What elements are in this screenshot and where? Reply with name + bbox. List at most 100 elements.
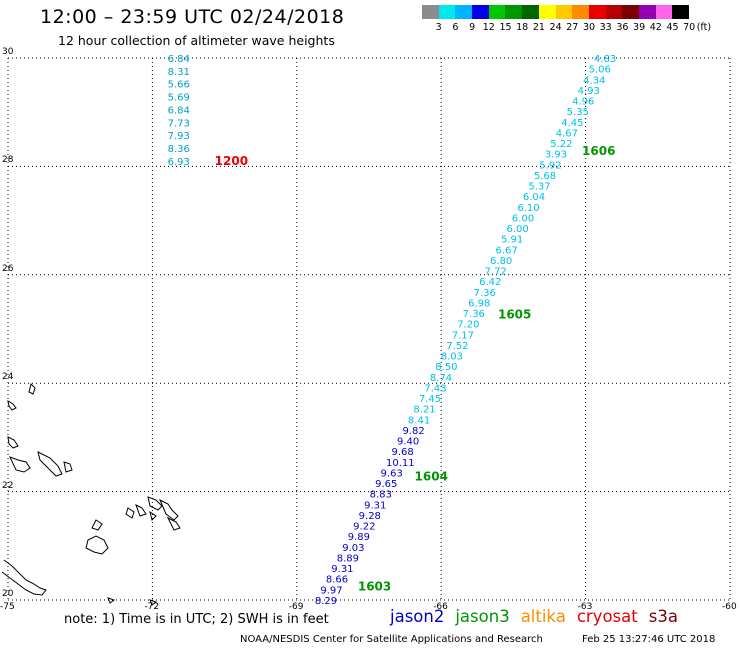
wave-height-value: 5.68: [534, 171, 556, 182]
wave-height-value: 6.00: [512, 213, 534, 224]
color-swatch: [538, 5, 556, 19]
lat-tick-label: 20: [2, 589, 14, 599]
color-scale-label: 70: [683, 22, 696, 33]
generated-timestamp: Feb 25 13:27:46 UTC 2018: [582, 634, 716, 645]
wave-height-value: 5.66: [168, 80, 190, 91]
wave-height-value: 9.68: [392, 447, 414, 458]
wave-height-value: 6.04: [523, 192, 545, 203]
wave-height-value: 9.63: [381, 468, 403, 479]
wave-height-value: 4.83: [594, 54, 616, 65]
color-scale-label: (ft): [696, 22, 712, 33]
wave-height-value: 9.31: [331, 564, 353, 575]
wave-height-value: 6.84: [168, 54, 190, 65]
lon-tick-label: -60: [722, 602, 737, 612]
satellite-jason2: jason2: [390, 607, 445, 626]
color-scale-label: 39: [633, 22, 646, 33]
wave-height-value: 5.22: [550, 139, 572, 150]
wave-height-value: 5.91: [501, 235, 523, 246]
wave-height-value: 9.28: [359, 511, 381, 522]
wave-height-value: 8.03: [441, 352, 463, 363]
wave-height-value: 7.36: [474, 288, 496, 299]
wave-height-value: 8.31: [168, 67, 190, 78]
wave-height-value: 7.72: [485, 267, 507, 278]
color-swatch: [605, 5, 623, 19]
color-swatch: [505, 5, 523, 19]
color-swatch: [522, 5, 539, 19]
wave-height-value: 6.84: [168, 105, 190, 116]
color-scale-label: 33: [599, 22, 612, 33]
wave-height-value: 9.97: [320, 585, 342, 596]
wave-height-value: 7.36: [463, 309, 485, 320]
coastline: [1, 383, 181, 606]
wave-height-value: 6.00: [506, 224, 528, 235]
wave-height-value: 6.10: [517, 203, 539, 214]
wave-height-value: 8.41: [408, 415, 430, 426]
color-swatch: [555, 5, 573, 19]
color-swatch: [488, 5, 506, 19]
wave-height-value: 4.67: [556, 128, 578, 139]
wave-height-value: 7.73: [168, 118, 190, 129]
color-scale-label: 42: [649, 22, 662, 33]
satellite-legend: jason2 jason3 altika cryosat s3a: [390, 607, 689, 626]
color-swatch: [438, 5, 456, 19]
color-swatch: [472, 5, 489, 19]
color-scale-label: 36: [616, 22, 629, 33]
wave-height-value: 4.34: [583, 75, 605, 86]
wave-height-tracks: 6.848.315.665.696.847.737.938.366.93 1200…: [168, 54, 617, 607]
lon-tick-label: -69: [288, 602, 304, 612]
lat-tick-label: 28: [2, 155, 14, 166]
color-swatch: [638, 5, 656, 19]
color-scale-label: 21: [532, 22, 545, 33]
color-scale-label: 27: [566, 22, 579, 33]
wave-height-value: 4.93: [578, 86, 600, 97]
wave-height-value: 3.93: [545, 150, 567, 161]
chart-title: 12:00 – 23:59 UTC 02/24/2018: [40, 6, 345, 28]
wave-height-value: 9.22: [353, 522, 375, 533]
wave-height-value: 9.40: [397, 437, 419, 448]
track-time-label: 1200: [215, 154, 248, 168]
wave-height-value: 6.98: [468, 298, 490, 309]
wave-height-value: 5.37: [528, 182, 550, 193]
satellite-cryosat: cryosat: [576, 607, 638, 626]
credit-text: NOAA/NESDIS Center for Satellite Applica…: [240, 634, 543, 645]
wave-height-value: 7.52: [446, 341, 468, 352]
wave-height-value: 8.21: [413, 405, 435, 416]
lon-tick-label: -75: [0, 602, 15, 612]
wave-height-value: 7.17: [452, 330, 474, 341]
satellite-altika: altika: [520, 607, 566, 626]
color-scale-label: 45: [666, 22, 679, 33]
color-swatch: [588, 5, 606, 19]
wave-height-value: 9.03: [342, 543, 364, 554]
wave-height-value: 8.89: [337, 553, 359, 564]
satellite-s3a: s3a: [648, 607, 678, 626]
wave-height-value: 5.06: [589, 65, 611, 76]
wave-height-value: 7.45: [419, 394, 441, 405]
wave-height-value: 4.96: [572, 97, 594, 108]
track-time-label: 1604: [415, 469, 448, 483]
wave-height-value: 6.80: [490, 256, 512, 267]
lat-tick-label: 24: [2, 372, 14, 383]
lat-tick-label: 30: [2, 47, 14, 57]
chart-subtitle: 12 hour collection of altimeter wave hei…: [58, 33, 335, 48]
wave-height-value: 9.82: [402, 426, 424, 437]
color-swatch: [622, 5, 639, 19]
wave-height-value: 8.29: [315, 596, 337, 607]
wave-height-value: 8.50: [435, 362, 457, 373]
wave-height-value: 8.83: [370, 490, 392, 501]
lat-tick-label: 22: [2, 480, 14, 491]
footer-note: note: 1) Time is in UTC; 2) SWH is in fe…: [64, 612, 329, 627]
wave-height-value: 4.45: [561, 118, 583, 129]
track-time-label: 1603: [358, 579, 391, 593]
color-scale-label: 6: [452, 22, 459, 33]
wave-height-value: 10.11: [386, 458, 415, 469]
lon-tick-label: -72: [144, 602, 160, 612]
wave-height-value: 6.93: [168, 157, 190, 168]
map-grid: [7, 57, 731, 601]
wave-height-value: 5.35: [567, 107, 589, 118]
wave-height-value: 6.67: [496, 245, 518, 256]
color-scale-label: 30: [582, 22, 596, 33]
color-scale-labels: 3 6 9 12 15 18 21 24 27 30 33 36 39 42 45 70 (ft): [422, 22, 740, 34]
wave-height-value: 7.43: [424, 383, 446, 394]
color-swatch: [422, 5, 439, 19]
